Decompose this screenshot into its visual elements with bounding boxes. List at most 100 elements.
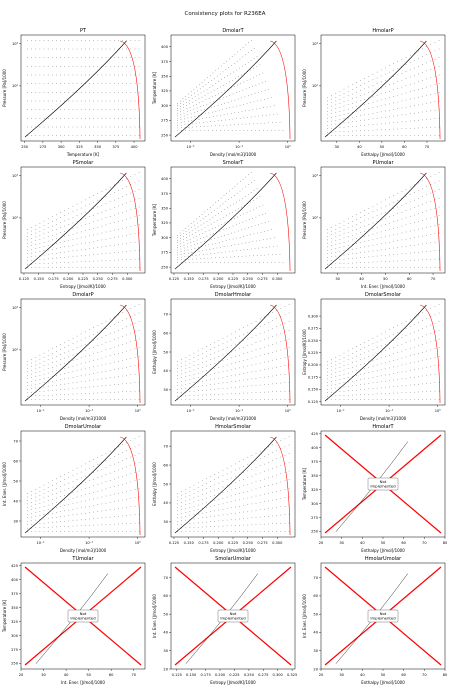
state-points	[327, 304, 440, 400]
axes-frame	[20, 34, 146, 142]
x-tick-label: 10⁰	[285, 145, 292, 149]
y-axis-label: Temperature [K]	[152, 203, 157, 237]
x-tick-label: 10⁻¹	[235, 409, 243, 413]
y-tick-label: 60	[163, 331, 168, 335]
y-axis-label: Int. Ener. [J/mol]/1000	[302, 594, 307, 638]
x-tick-label: 20	[319, 673, 324, 677]
x-axis-label: Int. Ener. [J/mol]/1000	[361, 284, 405, 289]
axes-frame	[320, 298, 446, 406]
phase-boundary	[120, 436, 141, 536]
x-tick-label: 40	[360, 673, 365, 677]
x-tick-label: 40	[64, 673, 69, 677]
y-tick-label: 10²	[12, 348, 19, 352]
x-tick-label: 50	[86, 673, 91, 677]
x-tick-label: 10⁻²	[36, 541, 44, 545]
y-tick-label: 0.300	[308, 314, 319, 318]
y-tick-label: 375	[161, 60, 168, 64]
subplot-hmolart: HmolarT Enthalpy [J/mol]/1000 Temperature …	[302, 424, 448, 553]
y-tick-label: 400	[161, 177, 169, 181]
y-tick-label: 325	[11, 620, 18, 624]
axes-frame	[170, 298, 296, 406]
state-points	[27, 172, 140, 268]
y-tick-label: 60	[163, 463, 168, 467]
x-axis-label: Enthalpy [J/mol]/1000	[361, 152, 405, 157]
x-tick-label: 30	[335, 277, 340, 281]
subplot-hmolarp: HmolarP Enthalpy [J/mol]/1000 Pressure [Pa…	[302, 28, 446, 157]
x-tick-label: 325	[76, 145, 83, 149]
x-tick-label: 10⁰	[285, 409, 292, 413]
x-axis-label: Entropy [J/mol/K]/1000	[210, 680, 256, 685]
phase-boundary	[120, 172, 141, 272]
phase-boundary	[420, 172, 441, 272]
saturation-curve	[24, 172, 127, 270]
phase-boundary	[270, 40, 291, 140]
y-tick-label: 0.275	[308, 327, 318, 331]
x-tick-label: 275	[39, 145, 46, 149]
y-axis-label: Pressure [Pa]/1000	[302, 201, 307, 239]
y-axis-label: Temperature [K]	[302, 467, 307, 501]
x-tick-label: 10⁻²	[186, 409, 194, 413]
y-tick-label: 20	[163, 667, 168, 671]
x-tick-label: 0.175	[200, 673, 210, 677]
x-tick-label: 0.200	[213, 277, 224, 281]
y-tick-label: 10³	[312, 174, 319, 178]
x-tick-label: 60	[407, 277, 412, 281]
y-tick-label: 0.150	[308, 388, 319, 392]
subplot-hmolarumolar: HmolarUmolar Enthalpy [J/mol]/1000 Int. En…	[302, 556, 448, 685]
x-tick-label: 10⁻¹	[235, 145, 243, 149]
not-implemented-text: Implemented	[70, 616, 96, 621]
subplot-title: DmolarUmolar	[65, 424, 102, 430]
state-points	[177, 40, 284, 131]
x-tick-label: 0.300	[273, 673, 284, 677]
y-tick-label: 325	[311, 488, 318, 492]
y-tick-label: 70	[313, 576, 318, 580]
x-tick-label: 0.275	[257, 541, 267, 545]
y-tick-label: 50	[163, 612, 168, 616]
y-tick-label: 0.225	[308, 351, 318, 355]
y-tick-label: 10³	[312, 42, 319, 46]
x-tick-label: 10⁻²	[336, 409, 344, 413]
x-tick-label: 70	[425, 145, 430, 149]
subplot-title: PSmolar	[73, 160, 95, 166]
y-axis-label: Int. Ener. [J/mol]/1000	[152, 594, 157, 638]
y-tick-label: 10³	[12, 306, 19, 310]
y-tick-label: 40	[13, 499, 18, 503]
phase-boundary	[120, 40, 141, 140]
saturation-curve	[324, 40, 427, 138]
x-tick-label: 60	[109, 673, 114, 677]
y-axis-label: Temperature [K]	[152, 71, 157, 105]
subplot-title: HmolarUmolar	[365, 556, 402, 562]
x-tick-label: 0.225	[228, 277, 238, 281]
axes-frame	[320, 34, 446, 142]
x-tick-label: 10⁻²	[36, 409, 44, 413]
x-tick-label: 40	[357, 145, 362, 149]
phase-boundary	[270, 304, 291, 404]
subplot-psmolar: PSmolar Entropy [J/mol/K]/1000 Pressure [P…	[2, 160, 146, 289]
x-tick-label: 0.150	[186, 673, 197, 677]
y-tick-label: 425	[11, 564, 18, 568]
y-tick-label: 275	[311, 516, 318, 520]
x-tick-label: 0.125	[19, 277, 29, 281]
x-tick-label: 0.225	[228, 541, 238, 545]
y-tick-label: 70	[163, 576, 168, 580]
subplot-title: HmolarT	[372, 424, 394, 430]
y-tick-label: 20	[313, 667, 318, 671]
y-tick-label: 0.250	[308, 339, 319, 343]
x-axis-label: Density [mol/m3]/1000	[360, 416, 407, 421]
not-implemented-text: Not	[80, 611, 87, 616]
x-axis-label: Entropy [J/mol/K]/1000	[210, 284, 256, 289]
x-tick-label: 0.300	[272, 277, 283, 281]
x-tick-label: 40	[359, 277, 364, 281]
x-tick-label: 0.275	[257, 277, 267, 281]
y-tick-label: 30	[163, 388, 168, 392]
state-points	[177, 304, 290, 400]
state-points	[27, 304, 140, 400]
x-tick-label: 10⁰	[135, 541, 142, 545]
x-tick-label: 80	[443, 541, 448, 545]
y-tick-label: 50	[13, 479, 18, 483]
y-tick-label: 325	[161, 89, 168, 93]
plot-area	[324, 40, 441, 140]
subplot-title: SmolarUmolar	[215, 556, 252, 562]
y-tick-label: 60	[13, 459, 18, 463]
x-tick-label: 0.200	[215, 673, 226, 677]
